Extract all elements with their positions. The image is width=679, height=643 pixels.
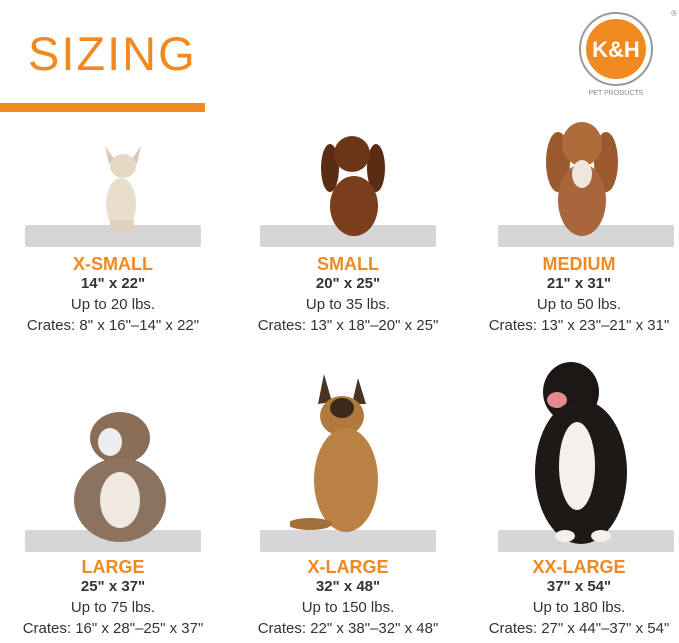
size-medium: MEDIUM 21" x 31" Up to 50 lbs. Crates: 1… (459, 254, 679, 336)
bulldog-image (74, 412, 166, 542)
page-title: SIZING (28, 27, 197, 80)
size-name: MEDIUM (542, 254, 616, 274)
dachshund-image (321, 136, 385, 236)
size-crates: Crates: 27" x 44"–37" x 54" (488, 620, 670, 637)
bed-mat (260, 530, 436, 552)
size-dimensions: 37" x 54" (546, 578, 612, 595)
size-crates: Crates: 22" x 38"–32" x 48" (257, 620, 439, 637)
size-crates: Crates: 13" x 18"–20" x 25" (257, 317, 439, 334)
bed-mat (498, 225, 674, 247)
size-dimensions: 20" x 25" (315, 275, 381, 292)
size-dimensions: 32" x 48" (315, 578, 381, 595)
size-xsmall: X-SMALL 14" x 22" Up to 20 lbs. Crates: … (0, 254, 233, 336)
size-name: LARGE (81, 557, 145, 577)
size-name: X-SMALL (73, 254, 153, 274)
kh-logo: K&H PET PRODUCTS ® (579, 9, 677, 97)
size-large: LARGE 25" x 37" Up to 75 lbs. Crates: 16… (0, 557, 233, 639)
size-weight: Up to 150 lbs. (301, 599, 395, 616)
title-underline (0, 103, 205, 112)
cavalier-spaniel-image (546, 122, 618, 236)
size-weight: Up to 50 lbs. (536, 296, 622, 313)
size-xxlarge: XX-LARGE 37" x 54" Up to 180 lbs. Crates… (459, 557, 679, 639)
size-weight: Up to 75 lbs. (70, 599, 156, 616)
bed-mat (25, 225, 201, 247)
bernese-mountain-dog-image (535, 362, 627, 544)
size-small: SMALL 20" x 25" Up to 35 lbs. Crates: 13… (228, 254, 468, 336)
size-crates: Crates: 8" x 16"–14" x 22" (26, 317, 200, 334)
svg-text:K&H: K&H (592, 37, 640, 62)
size-name: SMALL (317, 254, 379, 274)
german-shepherd-image (290, 374, 378, 532)
size-dimensions: 25" x 37" (80, 578, 146, 595)
chihuahua-image (105, 146, 141, 232)
size-weight: Up to 180 lbs. (532, 599, 626, 616)
size-crates: Crates: 13" x 23"–21" x 31" (488, 317, 670, 334)
size-xlarge: X-LARGE 32" x 48" Up to 150 lbs. Crates:… (228, 557, 468, 639)
size-weight: Up to 20 lbs. (70, 296, 156, 313)
size-weight: Up to 35 lbs. (305, 296, 391, 313)
bed-mat (260, 225, 436, 247)
svg-text:PET PRODUCTS: PET PRODUCTS (589, 90, 644, 97)
size-crates: Crates: 16" x 28"–25" x 37" (22, 620, 204, 637)
svg-text:®: ® (671, 9, 677, 18)
size-dimensions: 14" x 22" (80, 275, 146, 292)
size-name: X-LARGE (307, 557, 389, 577)
size-dimensions: 21" x 31" (546, 275, 612, 292)
size-name: XX-LARGE (532, 557, 626, 577)
